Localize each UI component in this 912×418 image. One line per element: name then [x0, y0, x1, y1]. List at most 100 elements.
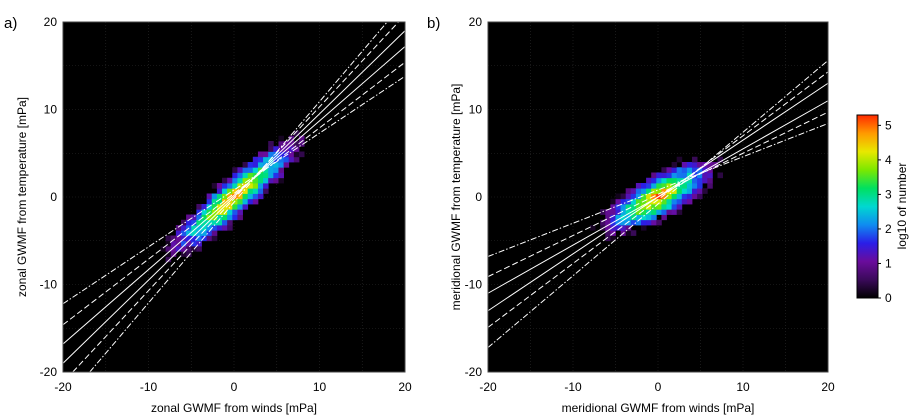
density-cell — [242, 177, 249, 184]
density-cell — [206, 235, 213, 242]
density-cell — [692, 177, 698, 184]
density-cell — [191, 230, 197, 236]
density-cell — [268, 146, 274, 152]
density-cell — [635, 198, 642, 205]
density-cell — [222, 209, 228, 215]
density-cell — [237, 167, 243, 173]
density-cell — [278, 162, 284, 168]
density-cell — [697, 177, 703, 184]
density-cell — [268, 177, 274, 184]
panel-b-ytick: 0 — [475, 190, 482, 204]
density-cell — [697, 183, 703, 189]
density-cell — [186, 246, 192, 252]
density-cell — [263, 167, 269, 173]
density-cell — [635, 204, 642, 210]
density-cell — [196, 240, 202, 247]
density-cell — [196, 209, 202, 215]
density-cell — [605, 214, 611, 221]
density-cell — [211, 230, 218, 236]
panel-a-frame — [62, 21, 406, 373]
colorbar-tick-label: 4 — [885, 153, 892, 167]
panel-b-xtick: 10 — [736, 380, 750, 394]
density-cell — [697, 167, 703, 173]
density-cell — [671, 204, 678, 210]
density-cell — [196, 214, 202, 221]
density-cell — [222, 214, 228, 221]
density-cell — [232, 167, 238, 173]
density-cell — [298, 151, 305, 158]
density-cell — [651, 214, 657, 221]
density-cell — [186, 219, 192, 226]
density-cell — [625, 230, 632, 236]
density-cell — [201, 209, 208, 215]
density-cell — [646, 193, 652, 200]
density-cell — [702, 172, 708, 179]
density-cell — [180, 219, 187, 226]
density-cell — [273, 172, 279, 179]
density-cell — [201, 225, 208, 231]
density-cell — [620, 225, 627, 231]
density-cell — [165, 235, 172, 242]
colorbar-tick-label: 2 — [885, 222, 892, 236]
density-cell — [191, 225, 197, 231]
density-cell — [211, 235, 218, 242]
density-cell — [247, 183, 254, 189]
density-cell — [247, 172, 254, 179]
density-cell — [222, 198, 228, 205]
density-cell — [656, 183, 662, 189]
density-cell — [656, 198, 662, 205]
density-cell — [247, 167, 254, 173]
density-cell — [232, 177, 238, 184]
density-cell — [170, 246, 177, 252]
density-cell — [615, 193, 621, 200]
density-cell — [211, 183, 218, 189]
density-cell — [242, 198, 249, 205]
density-cell — [206, 219, 213, 226]
density-cell — [656, 188, 662, 194]
density-cell — [237, 198, 243, 205]
density-cell — [666, 172, 672, 179]
fit-line-solid — [62, 46, 406, 345]
density-cell — [257, 193, 264, 200]
density-cell — [641, 225, 647, 231]
density-cell — [661, 188, 667, 194]
density-cell — [222, 204, 228, 210]
density-cell — [242, 162, 249, 168]
panel-a-fit-lines — [62, 21, 406, 373]
density-cell — [237, 172, 243, 179]
density-cell — [671, 172, 678, 179]
density-cell — [232, 183, 238, 189]
density-cell — [620, 219, 627, 226]
density-cell — [681, 162, 688, 168]
density-cell — [692, 162, 698, 168]
density-cell — [252, 167, 259, 173]
density-cell — [206, 198, 213, 205]
density-cell — [180, 246, 187, 252]
fit-line-dashdot — [487, 123, 829, 257]
density-cell — [216, 188, 223, 194]
density-cell — [651, 209, 657, 215]
density-cell — [273, 177, 279, 184]
density-cell — [268, 141, 274, 147]
density-cell — [671, 193, 678, 200]
density-cell — [216, 225, 223, 231]
density-cell — [625, 204, 632, 210]
density-cell — [293, 156, 300, 163]
density-cell — [298, 141, 305, 147]
density-cell — [610, 225, 616, 231]
density-cell — [620, 204, 627, 210]
density-cell — [196, 219, 202, 226]
density-cell — [605, 219, 611, 226]
density-cell — [222, 188, 228, 194]
density-cell — [686, 198, 693, 205]
density-cell — [666, 198, 672, 205]
density-cell — [671, 198, 678, 205]
panel-a-grid — [63, 22, 405, 372]
density-cell — [227, 183, 233, 189]
density-cell — [656, 172, 662, 179]
density-cell — [661, 198, 667, 205]
density-cell — [590, 225, 596, 231]
density-cell — [211, 225, 218, 231]
density-cell — [257, 172, 264, 179]
density-cell — [201, 230, 208, 236]
